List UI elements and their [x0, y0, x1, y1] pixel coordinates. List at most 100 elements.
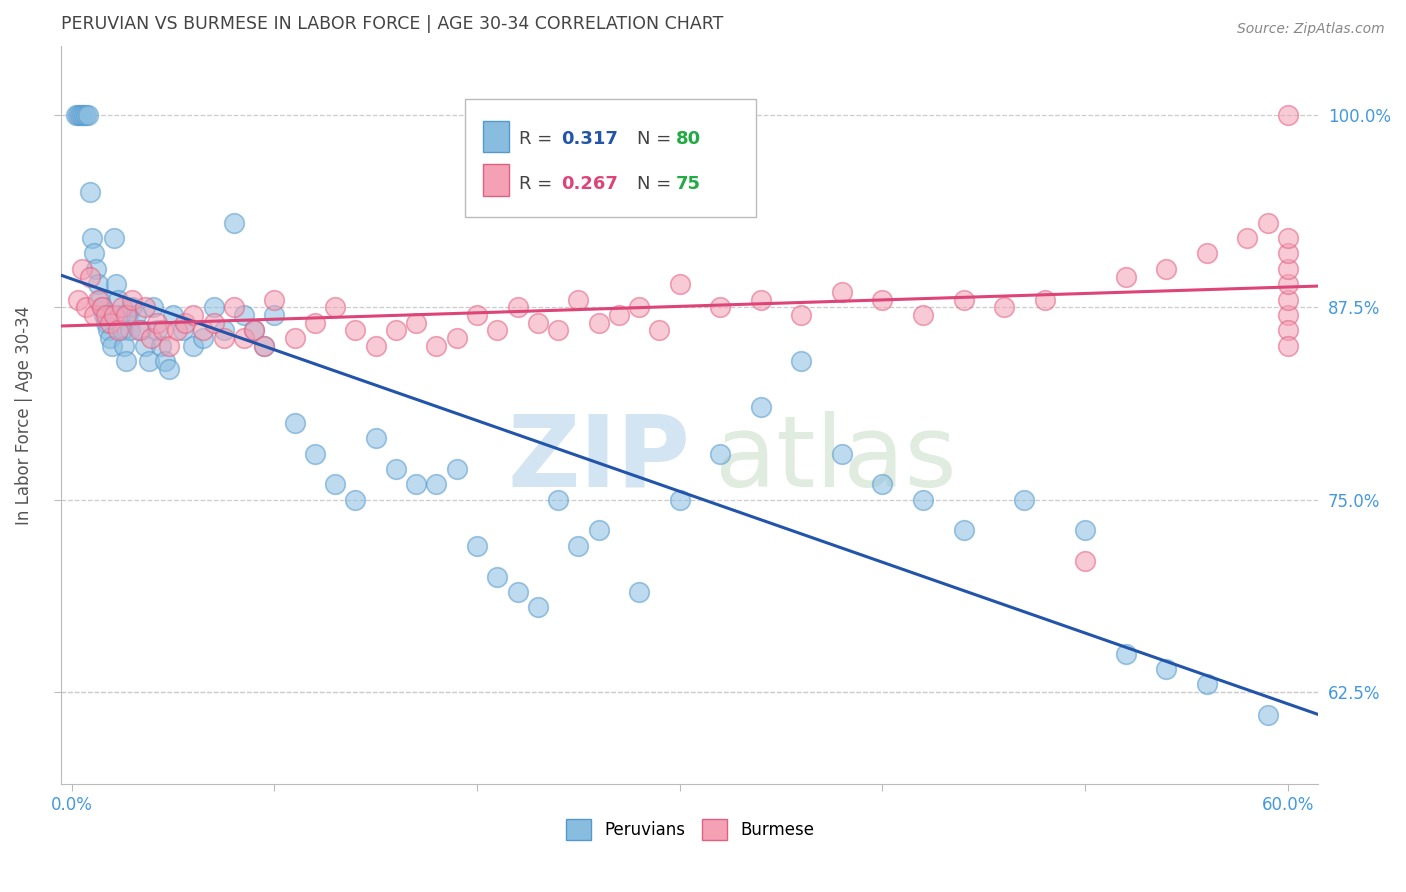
Point	[749, 401, 772, 415]
Point	[952, 293, 974, 307]
Point	[486, 323, 509, 337]
Point	[91, 301, 114, 315]
Point	[425, 477, 447, 491]
Point	[65, 108, 87, 122]
Point	[232, 308, 254, 322]
Point	[588, 524, 610, 538]
Point	[110, 308, 132, 322]
Point	[607, 308, 630, 322]
Point	[79, 269, 101, 284]
Point	[547, 492, 569, 507]
Point	[648, 323, 671, 337]
Text: R =: R =	[519, 175, 558, 193]
Point	[222, 301, 245, 315]
Point	[385, 323, 408, 337]
Point	[66, 108, 89, 122]
Point	[87, 277, 110, 292]
Point	[465, 308, 488, 322]
Point	[304, 446, 326, 460]
Point	[993, 301, 1015, 315]
Point	[1257, 708, 1279, 723]
Point	[446, 331, 468, 345]
Point	[831, 446, 853, 460]
Point	[172, 323, 194, 337]
Point	[98, 316, 121, 330]
Point	[1033, 293, 1056, 307]
Point	[547, 323, 569, 337]
Point	[70, 261, 93, 276]
Point	[749, 293, 772, 307]
Point	[364, 431, 387, 445]
Point	[103, 308, 125, 322]
Point	[76, 108, 98, 122]
Point	[253, 339, 276, 353]
Point	[506, 301, 529, 315]
Point	[263, 308, 285, 322]
Point	[1154, 261, 1177, 276]
Point	[344, 492, 367, 507]
Point	[162, 308, 184, 322]
Point	[174, 316, 197, 330]
Text: N =: N =	[637, 175, 676, 193]
Point	[284, 416, 307, 430]
Point	[323, 301, 346, 315]
Point	[588, 316, 610, 330]
Point	[83, 246, 105, 260]
Point	[121, 293, 143, 307]
Point	[1014, 492, 1036, 507]
Point	[73, 108, 96, 122]
Text: R =: R =	[519, 129, 558, 148]
Point	[157, 339, 180, 353]
Point	[232, 331, 254, 345]
Point	[202, 301, 225, 315]
Text: atlas: atlas	[716, 411, 956, 508]
Point	[872, 293, 894, 307]
Point	[911, 492, 934, 507]
Point	[125, 308, 148, 322]
Point	[872, 477, 894, 491]
Point	[181, 308, 204, 322]
Point	[1074, 554, 1097, 568]
Point	[84, 261, 107, 276]
Point	[111, 323, 134, 337]
Point	[323, 477, 346, 491]
Point	[709, 446, 731, 460]
Point	[253, 339, 276, 353]
Point	[364, 339, 387, 353]
Point	[212, 323, 235, 337]
Point	[79, 185, 101, 199]
Point	[212, 331, 235, 345]
Point	[1277, 108, 1299, 122]
Point	[181, 339, 204, 353]
Point	[75, 108, 97, 122]
Point	[405, 477, 427, 491]
Point	[486, 569, 509, 583]
Point	[1277, 261, 1299, 276]
Point	[152, 323, 174, 337]
Point	[1236, 231, 1258, 245]
Point	[1277, 293, 1299, 307]
Point	[1277, 308, 1299, 322]
Point	[75, 301, 97, 315]
Point	[80, 231, 103, 245]
Point	[145, 316, 167, 330]
Point	[69, 108, 91, 122]
Point	[1115, 647, 1137, 661]
Point	[139, 331, 162, 345]
Point	[1074, 524, 1097, 538]
Point	[193, 331, 215, 345]
Text: PERUVIAN VS BURMESE IN LABOR FORCE | AGE 30-34 CORRELATION CHART: PERUVIAN VS BURMESE IN LABOR FORCE | AGE…	[62, 15, 724, 33]
Point	[790, 354, 813, 368]
Point	[134, 301, 156, 315]
Point	[911, 308, 934, 322]
Text: 80: 80	[676, 129, 702, 148]
Point	[709, 301, 731, 315]
Text: 0.267: 0.267	[561, 175, 619, 193]
Point	[103, 231, 125, 245]
Point	[222, 216, 245, 230]
Point	[101, 339, 124, 353]
Point	[465, 539, 488, 553]
Point	[193, 323, 215, 337]
Point	[89, 293, 111, 307]
Point	[128, 323, 150, 337]
